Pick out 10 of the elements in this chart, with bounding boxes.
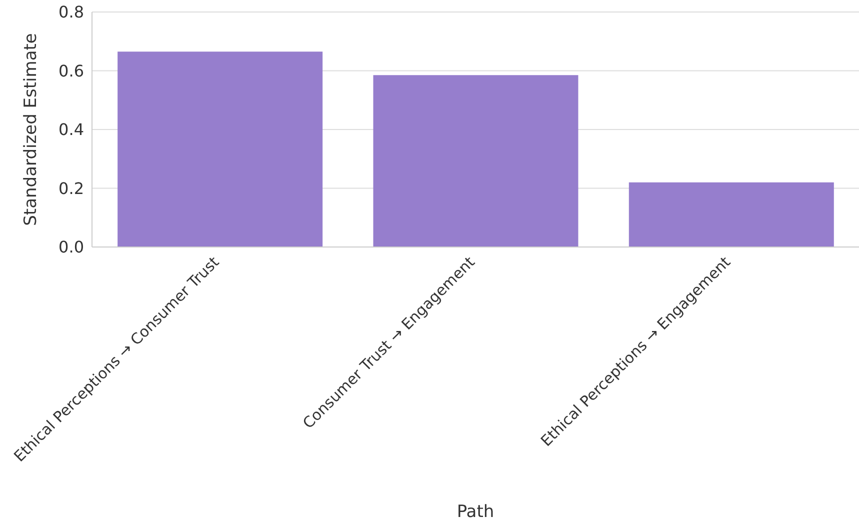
y-tick-label: 0.0 <box>58 238 84 257</box>
y-tick-label: 0.6 <box>58 61 84 80</box>
y-tick-label: 0.4 <box>58 120 84 140</box>
y-tick-label: 0.2 <box>58 178 84 198</box>
bar <box>628 182 834 247</box>
y-axis-title: Standardized Estimate <box>21 33 42 226</box>
y-tick-label: 0.8 <box>58 2 84 22</box>
bar <box>118 52 323 247</box>
x-axis-title: Path <box>456 502 494 522</box>
bar <box>373 75 578 247</box>
